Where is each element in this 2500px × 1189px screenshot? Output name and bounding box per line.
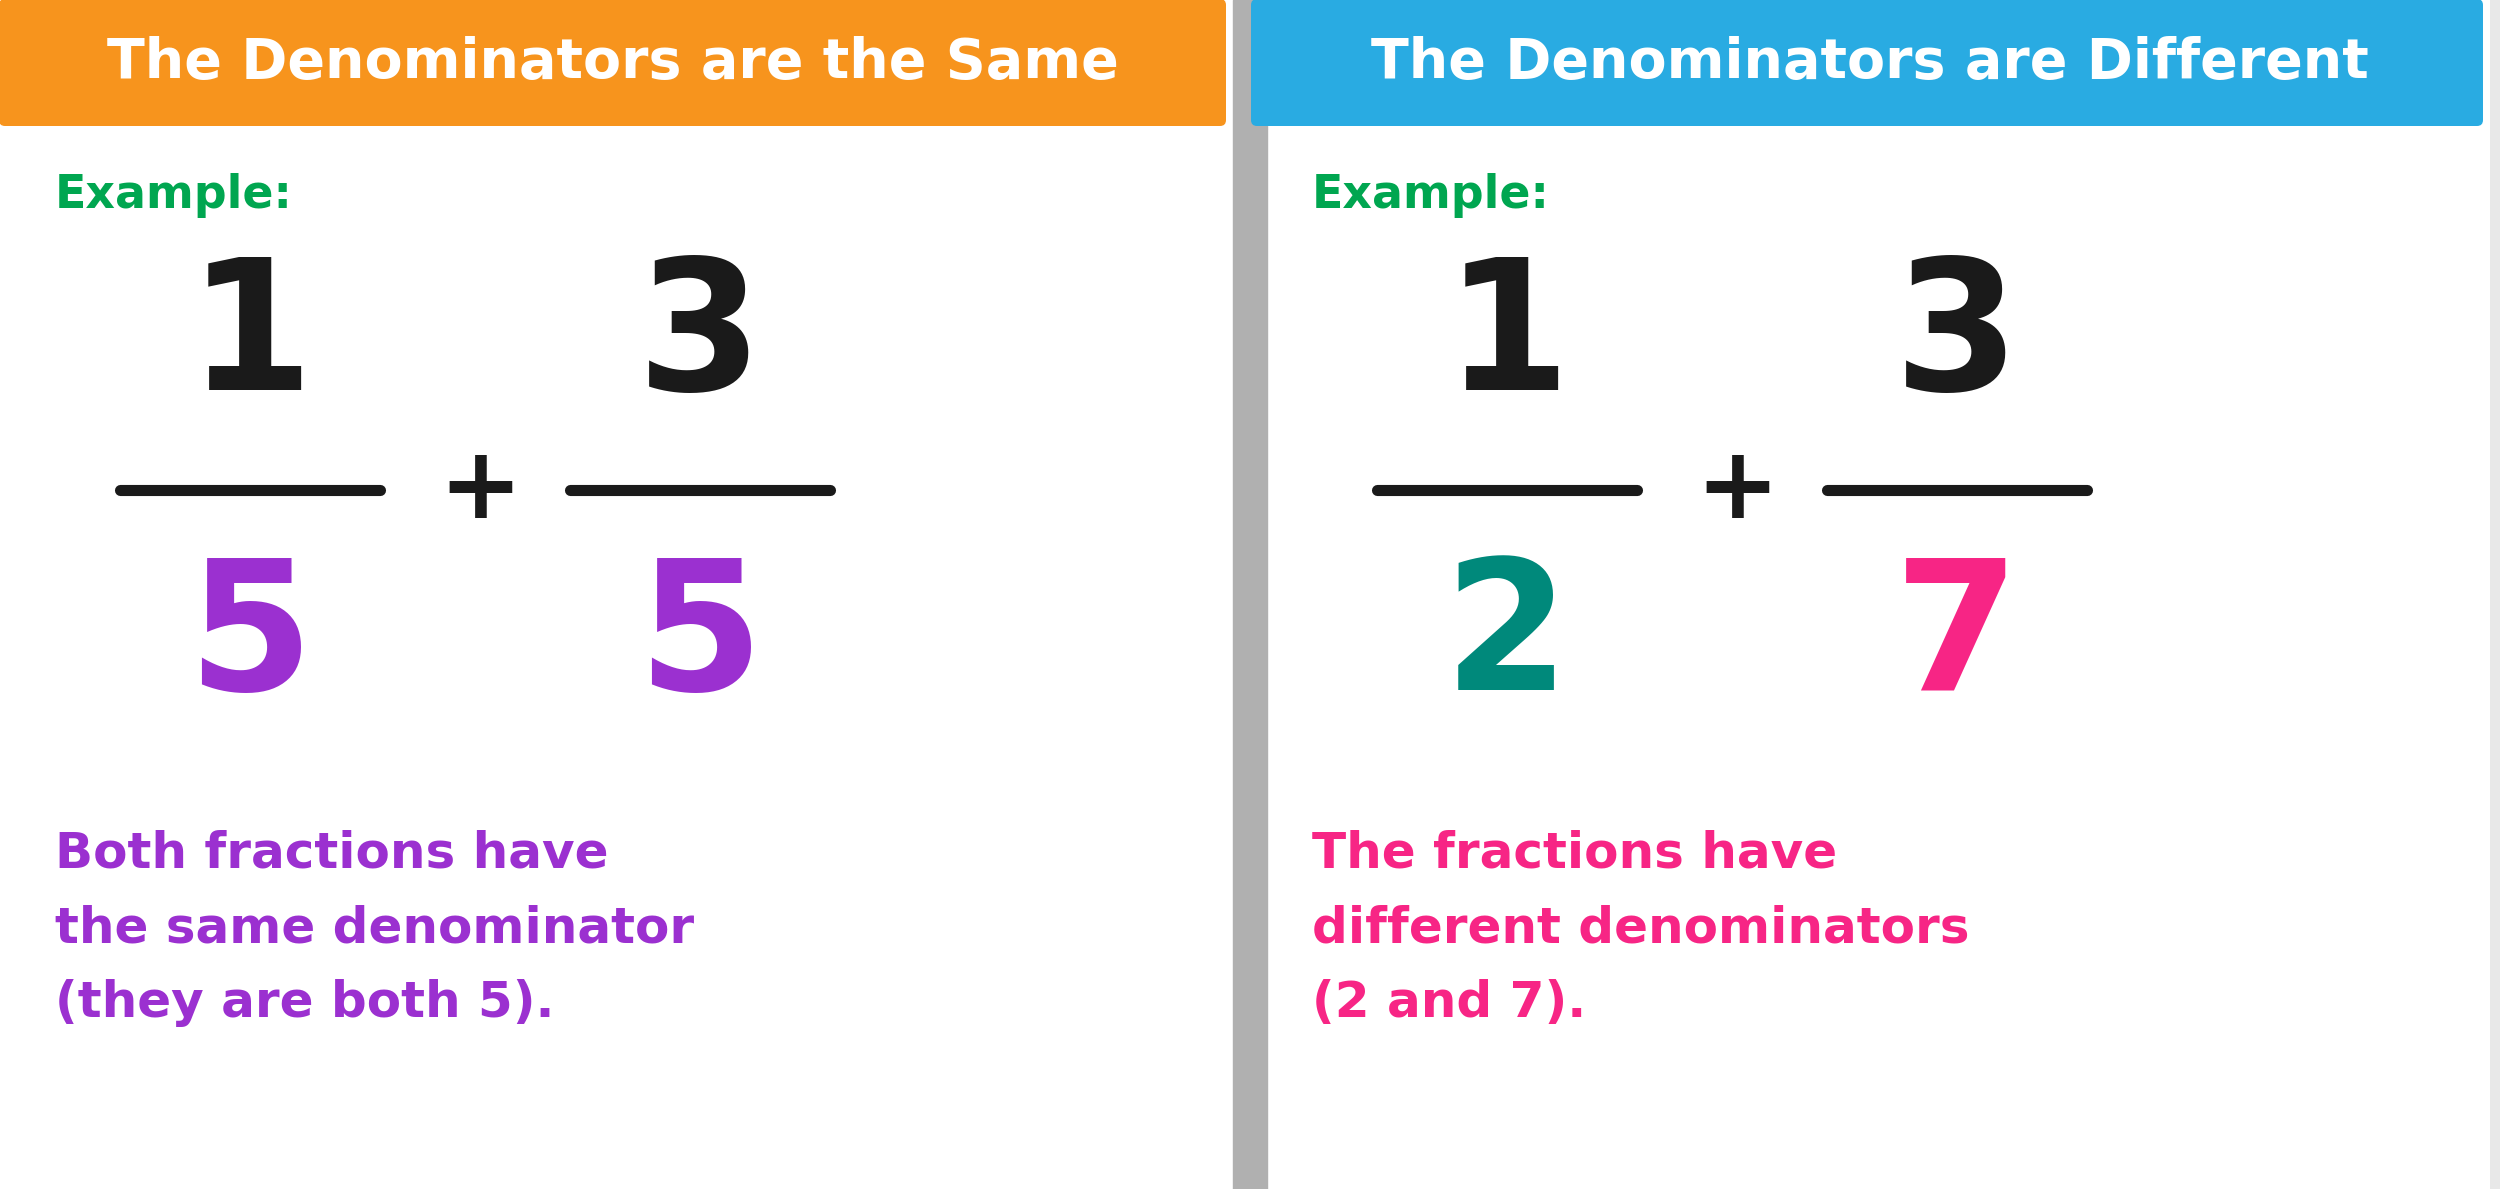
Text: Example:: Example: bbox=[55, 172, 292, 218]
Text: 5: 5 bbox=[638, 552, 762, 728]
Text: 3: 3 bbox=[638, 252, 762, 428]
Text: +: + bbox=[1695, 441, 1780, 539]
Text: The fractions have
different denominators
(2 and 7).: The fractions have different denominator… bbox=[1312, 830, 1970, 1027]
Text: 1: 1 bbox=[1445, 252, 1570, 428]
Text: Example:: Example: bbox=[1312, 172, 1550, 218]
FancyBboxPatch shape bbox=[1250, 0, 2482, 126]
Text: 2: 2 bbox=[1445, 552, 1570, 728]
FancyBboxPatch shape bbox=[0, 0, 1232, 1189]
Text: 3: 3 bbox=[1895, 252, 2020, 428]
Text: The Denominators are the Same: The Denominators are the Same bbox=[107, 36, 1118, 89]
Text: +: + bbox=[438, 441, 522, 539]
FancyBboxPatch shape bbox=[1242, 0, 2490, 1189]
Text: 7: 7 bbox=[1895, 552, 2020, 728]
FancyBboxPatch shape bbox=[0, 0, 1225, 126]
Text: 1: 1 bbox=[188, 252, 312, 428]
Text: The Denominators are Different: The Denominators are Different bbox=[1370, 36, 2368, 89]
Text: Both fractions have
the same denominator
(they are both 5).: Both fractions have the same denominator… bbox=[55, 830, 695, 1027]
Text: 5: 5 bbox=[188, 552, 312, 728]
